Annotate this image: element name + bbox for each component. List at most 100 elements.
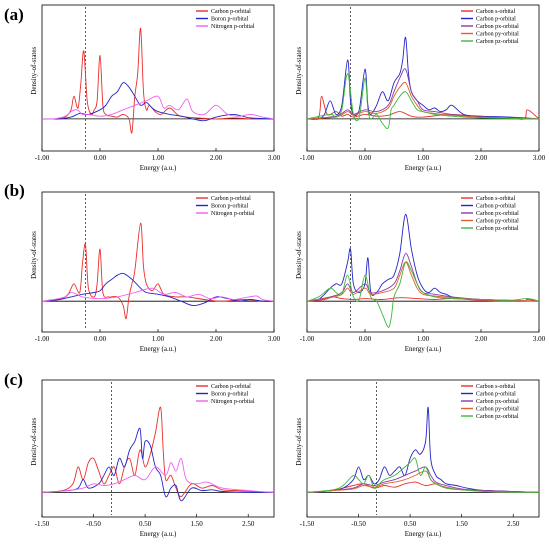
x-tick-label: 2.50 — [242, 520, 255, 528]
x-tick-label: 0.00 — [94, 335, 107, 343]
legend-label: Boron p-orbital — [211, 392, 248, 398]
legend-label: Carbon py-orbital — [476, 32, 519, 38]
series-line-carbon-py-orbital — [306, 470, 540, 493]
chart-a-left: -1.00 0.00 1.00 2.00 3.00 Energy (a.u.) Densit… — [30, 4, 281, 172]
legend-label: Carbon s-orbital — [476, 9, 515, 15]
legend-label: Carbon s-orbital — [476, 196, 515, 202]
series-line-carbon-p-orbital — [41, 222, 275, 320]
chart-b-right: -1.00 0.00 1.00 2.00 3.00 Energy (a.u.) Densit… — [295, 191, 546, 353]
legend-label: Nitrogen p-orbital — [211, 24, 255, 30]
series-line-carbon-pz-orbital — [306, 457, 540, 493]
x-tick-label: 1.00 — [417, 154, 430, 162]
legend-label: Carbon p-orbital — [211, 384, 251, 390]
x-tick-label: 2.00 — [210, 154, 223, 162]
chart-b-left: -1.00 0.00 1.00 2.00 3.00 Energy (a.u.) Densit… — [30, 191, 281, 353]
legend-label: Nitrogen p-orbital — [211, 399, 255, 405]
x-tick-label: 0.50 — [404, 520, 417, 528]
series-line-carbon-pz-orbital — [306, 73, 540, 129]
y-axis-label: Density-of-states — [30, 417, 38, 465]
chart-c-left: -1.50 -0.50 0.50 1.50 2.50 Energy (a.u.) Densi… — [30, 379, 275, 538]
chart-c-right: -1.50 -0.50 0.50 1.50 2.50 Energy (a.u.) Densi… — [295, 379, 540, 538]
y-axis-label: Density-of-states — [30, 231, 38, 279]
x-tick-label: -1.00 — [35, 154, 50, 162]
y-axis-label: Density-of-states — [30, 47, 38, 95]
x-tick-label: -1.00 — [300, 154, 315, 162]
y-axis-label: Density-of-states — [295, 231, 303, 279]
series-line-carbon-s-orbital — [306, 296, 540, 302]
series-line-nitrogen-p-orbital — [41, 457, 275, 493]
y-axis-label: Density-of-states — [295, 47, 303, 95]
x-tick-label: 2.50 — [507, 520, 520, 528]
series-line-carbon-px-orbital — [306, 68, 540, 120]
legend-label: Carbon px-orbital — [476, 211, 519, 217]
series-line-carbon-p-orbital — [306, 406, 540, 493]
row-label-c: (c) — [4, 370, 23, 389]
x-axis-label: Energy (a.u.) — [140, 530, 177, 538]
x-axis-label: Energy (a.u.) — [140, 345, 177, 353]
x-tick-label: 1.00 — [152, 154, 165, 162]
legend-label: Carbon p-orbital — [211, 9, 251, 15]
x-axis-label: Energy (a.u.) — [405, 164, 442, 172]
legend-label: Carbon px-orbital — [476, 24, 519, 30]
series-line-carbon-p-orbital — [41, 27, 274, 134]
plot-frame — [41, 379, 275, 518]
series-line-carbon-p-orbital — [306, 213, 540, 302]
legend-label: Carbon p-orbital — [476, 17, 516, 23]
legend-label: Carbon pz-orbital — [476, 226, 519, 232]
legend-label: Carbon s-orbital — [476, 384, 515, 390]
x-tick-label: 1.00 — [152, 335, 165, 343]
x-tick-label: 0.00 — [94, 154, 107, 162]
legend-label: Nitrogen p-orbital — [211, 211, 255, 217]
x-axis-label: Energy (a.u.) — [405, 345, 442, 353]
legend-label: Carbon pz-orbital — [476, 39, 519, 45]
x-tick-label: 3.00 — [533, 335, 546, 343]
x-tick-label: 2.00 — [475, 335, 488, 343]
legend-label: Carbon p-orbital — [476, 392, 516, 398]
x-tick-label: 3.00 — [268, 335, 281, 343]
panels-group: -1.00 0.00 1.00 2.00 3.00 Energy (a.u.) Densit… — [30, 4, 546, 538]
x-tick-label: 1.50 — [456, 520, 469, 528]
series-line-nitrogen-p-orbital — [41, 95, 275, 120]
row-label-b: (b) — [4, 181, 25, 200]
y-axis-label: Density-of-states — [295, 417, 303, 465]
series-line-carbon-py-orbital — [306, 81, 540, 120]
x-tick-label: 2.00 — [475, 154, 488, 162]
legend: Carbon p-orbital Boron p-orbitalNitrogen … — [196, 384, 255, 405]
x-tick-label: 1.50 — [191, 520, 204, 528]
x-tick-label: -1.50 — [300, 520, 315, 528]
row-label-a: (a) — [4, 5, 24, 24]
x-tick-label: 3.00 — [268, 154, 281, 162]
legend-label: Carbon pz-orbital — [476, 414, 519, 420]
legend-label: Carbon p-orbital — [211, 196, 251, 202]
series-line-carbon-py-orbital — [306, 261, 540, 302]
legend-label: Boron p-orbital — [211, 204, 248, 210]
series-line-carbon-px-orbital — [306, 253, 540, 302]
series-line-carbon-pz-orbital — [306, 261, 540, 328]
legend-label: Carbon px-orbital — [476, 399, 519, 405]
x-axis-label: Energy (a.u.) — [140, 164, 177, 172]
x-tick-label: -1.00 — [300, 335, 315, 343]
x-tick-label: 0.00 — [359, 335, 372, 343]
x-tick-label: 2.00 — [210, 335, 223, 343]
x-axis-label: Energy (a.u.) — [405, 530, 442, 538]
x-tick-label: -1.50 — [35, 520, 50, 528]
x-tick-label: 0.50 — [139, 520, 152, 528]
series-line-carbon-p-orbital — [41, 406, 275, 498]
chart-a-right: -1.00 0.00 1.00 2.00 3.00 Energy (a.u.) Densit… — [295, 4, 546, 172]
legend-label: Carbon py-orbital — [476, 219, 519, 225]
legend: Carbon p-orbital Boron p-orbitalNitrogen … — [196, 196, 255, 217]
legend-label: Boron p-orbital — [211, 17, 248, 23]
legend: Carbon p-orbital Boron p-orbitalNitrogen … — [196, 9, 255, 30]
legend-label: Carbon p-orbital — [476, 204, 516, 210]
x-tick-label: 0.00 — [359, 154, 372, 162]
legend-label: Carbon py-orbital — [476, 407, 519, 413]
series-line-boron-p-orbital — [41, 82, 275, 122]
x-tick-label: -0.50 — [86, 520, 101, 528]
x-tick-label: 1.00 — [417, 335, 430, 343]
x-tick-label: -0.50 — [351, 520, 366, 528]
series-line-carbon-px-orbital — [306, 466, 540, 493]
